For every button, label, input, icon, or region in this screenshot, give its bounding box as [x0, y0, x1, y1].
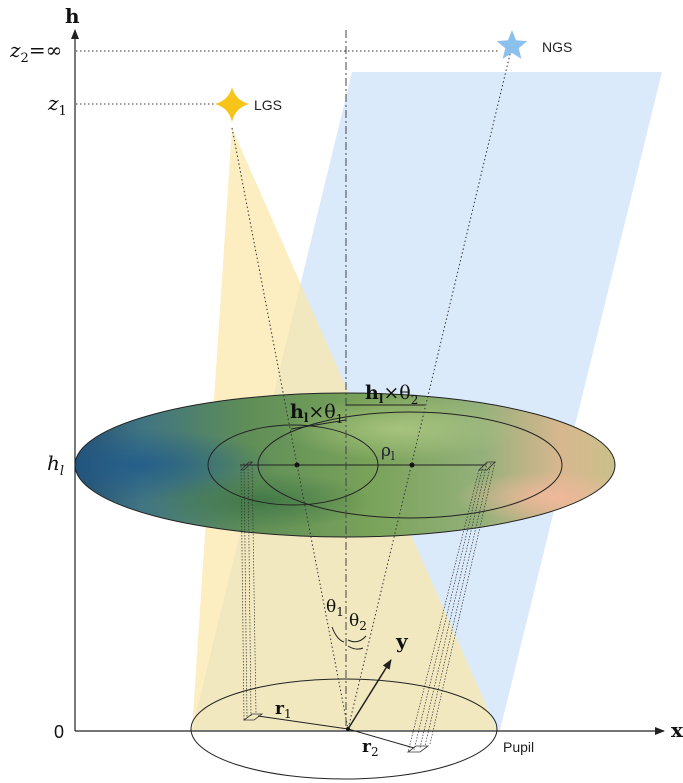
- y-axis-label: y: [395, 629, 409, 653]
- h-axis-label: h: [65, 4, 80, 28]
- theta2-arc-inner: [347, 645, 364, 650]
- theta2-arc: [347, 635, 367, 643]
- ngs-star-icon: [496, 30, 528, 59]
- h-theta2-label: hl×θ2: [365, 382, 418, 407]
- z2-label: z2=∞: [9, 38, 62, 66]
- origin-label: 0: [54, 722, 64, 742]
- r1-vector: [257, 715, 349, 730]
- pupil-label: Pupil: [503, 739, 534, 755]
- right-prism: [407, 461, 496, 753]
- hl-label: hl: [47, 451, 64, 479]
- r1-label: r1: [275, 699, 292, 721]
- ngs-ray: [347, 49, 512, 730]
- r2-vector: [347, 728, 415, 749]
- theta1-label: θ1: [326, 597, 344, 619]
- pupil-ellipse: [190, 678, 498, 780]
- ngs-label: NGS: [542, 39, 572, 55]
- lgs-center-dot: [294, 462, 300, 468]
- lgs-label: LGS: [254, 97, 282, 113]
- rho-label: ρl: [381, 441, 395, 463]
- x-axis-label: x: [671, 718, 683, 742]
- left-prism: [240, 461, 257, 721]
- turbulent-layer: [74, 392, 616, 538]
- y-axis: [347, 659, 392, 730]
- lgs-star-icon: [215, 87, 249, 122]
- theta1-arc: [331, 626, 345, 643]
- r2-label: r2: [362, 737, 379, 759]
- h-theta1-label: hl×θ1: [290, 401, 343, 426]
- z1-label: z1: [47, 91, 67, 119]
- theta2-label: θ2: [349, 611, 367, 633]
